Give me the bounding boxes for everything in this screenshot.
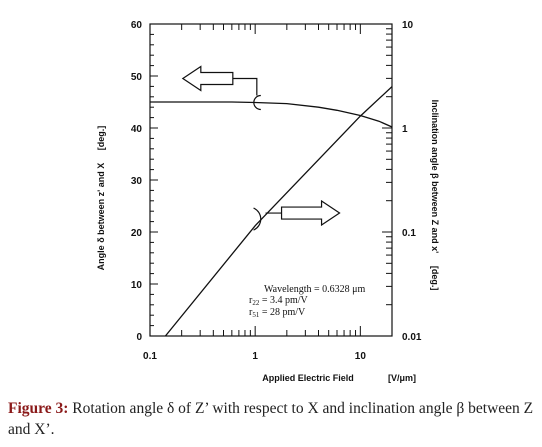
bottom-tick-label: 10 xyxy=(355,351,367,362)
left-tick-label: 40 xyxy=(131,124,143,135)
series-lines xyxy=(150,86,392,336)
left-tick-label: 20 xyxy=(131,228,143,239)
chart: 0 10 20 30 40 50 60 0.01 0.1 1 10 0.1 1 10 Applied … xyxy=(96,20,440,383)
left-arrow-leader xyxy=(232,77,258,96)
figure-caption: Figure 3: Rotation angle δ of Z’ with re… xyxy=(8,398,538,440)
left-axis-title-text: Angle δ between z' and X xyxy=(96,163,106,271)
right-axis-title: Inclination angle β between Z and x' [de… xyxy=(430,100,440,291)
left-series-marker xyxy=(253,94,261,111)
x-axis-title: Applied Electric Field xyxy=(262,373,354,383)
annotation-r51: r51 = 28 pm/V xyxy=(249,307,306,319)
series-line-left-axis xyxy=(150,101,392,128)
right-arrow-icon xyxy=(280,199,341,227)
right-tick-label: 0.1 xyxy=(402,228,416,239)
bottom-axis-ticks: 0.1 1 10 xyxy=(143,24,393,362)
bottom-tick-label: 0.1 xyxy=(143,351,157,362)
left-axis-title-unit: [deg.] xyxy=(96,126,106,151)
left-arrow-icon xyxy=(181,65,234,92)
svg-text:Angle δ between z' and X: Angle δ between z' and X [deg.] xyxy=(96,126,106,271)
left-tick-label: 50 xyxy=(131,72,143,83)
left-tick-label: 10 xyxy=(131,280,143,291)
bottom-tick-label: 1 xyxy=(252,351,258,362)
x-axis-unit: [V/μm] xyxy=(388,373,416,383)
left-axis-title: Angle δ between z' and X [deg.] xyxy=(96,126,106,271)
svg-text:Inclination angle β between Z: Inclination angle β between Z and x' [de… xyxy=(430,100,440,291)
right-tick-label: 0.01 xyxy=(402,332,422,343)
parameter-annotation: Wavelength = 0.6328 μm r22 = 3.4 pm/V r5… xyxy=(249,284,366,319)
left-tick-label: 60 xyxy=(131,20,143,31)
series-indicator-arrows xyxy=(181,65,341,231)
right-axis-title-unit: [deg.] xyxy=(430,266,440,291)
series-line-right-axis xyxy=(163,86,392,336)
right-axis-ticks: 0.01 0.1 1 10 xyxy=(382,20,422,343)
right-axis-title-text: Inclination angle β between Z and x' xyxy=(430,100,440,254)
right-tick-label: 1 xyxy=(402,124,408,135)
annotation-r22: r22 = 3.4 pm/V xyxy=(249,295,309,307)
right-tick-label: 10 xyxy=(402,20,414,31)
figure-caption-label: Figure 3: xyxy=(8,400,69,417)
right-series-marker xyxy=(253,207,262,231)
left-axis-ticks: 0 10 20 30 40 50 60 xyxy=(131,20,158,343)
left-tick-label: 0 xyxy=(136,332,142,343)
left-tick-label: 30 xyxy=(131,176,143,187)
annotation-wavelength: Wavelength = 0.6328 μm xyxy=(264,284,366,295)
figure-caption-text: Rotation angle δ of Z’ with respect to X… xyxy=(8,400,534,438)
